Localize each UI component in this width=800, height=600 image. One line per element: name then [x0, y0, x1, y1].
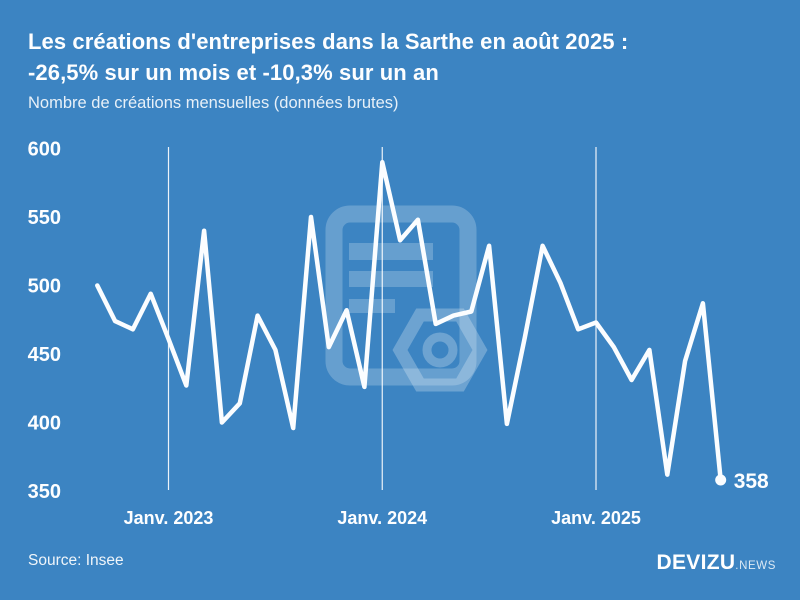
source-credit: Source: Insee [28, 552, 124, 569]
series-line [95, 159, 723, 483]
y-tick-label: 550 [28, 207, 61, 229]
chart-title-line1: Les créations d'entreprises dans la Sart… [28, 29, 629, 54]
chart-title: Les créations d'entreprises dans la Sart… [28, 26, 772, 88]
chart-title-line2: -26,5% sur un mois et -10,3% sur un an [28, 60, 439, 85]
data-series: 358 [95, 159, 769, 493]
last-point-marker [715, 474, 727, 486]
brand-name: DEVIZU [656, 551, 736, 574]
y-tick-label: 400 [28, 413, 61, 435]
y-tick-label: 450 [28, 344, 61, 366]
axis-labels: Janv. 2023 Janv. 2024 Janv. 2025 600 550 500 4… [28, 139, 641, 529]
brand-logo: DEVIZU .NEWS [656, 551, 776, 575]
chart-header: Les créations d'entreprises dans la Sart… [28, 26, 772, 113]
y-tick-label: 350 [28, 481, 61, 503]
y-tick-label: 600 [28, 139, 61, 161]
chart-subtitle: Nombre de créations mensuelles (données … [28, 94, 399, 112]
x-tick-label: Janv. 2024 [337, 508, 427, 528]
devizu-watermark-icon [325, 205, 488, 392]
brand-suffix: .NEWS [735, 560, 776, 572]
last-point-value-label: 358 [734, 470, 769, 493]
x-tick-label: Janv. 2025 [551, 508, 641, 528]
x-tick-label: Janv. 2023 [124, 508, 214, 528]
y-tick-label: 500 [28, 276, 61, 298]
gridlines [167, 147, 597, 490]
